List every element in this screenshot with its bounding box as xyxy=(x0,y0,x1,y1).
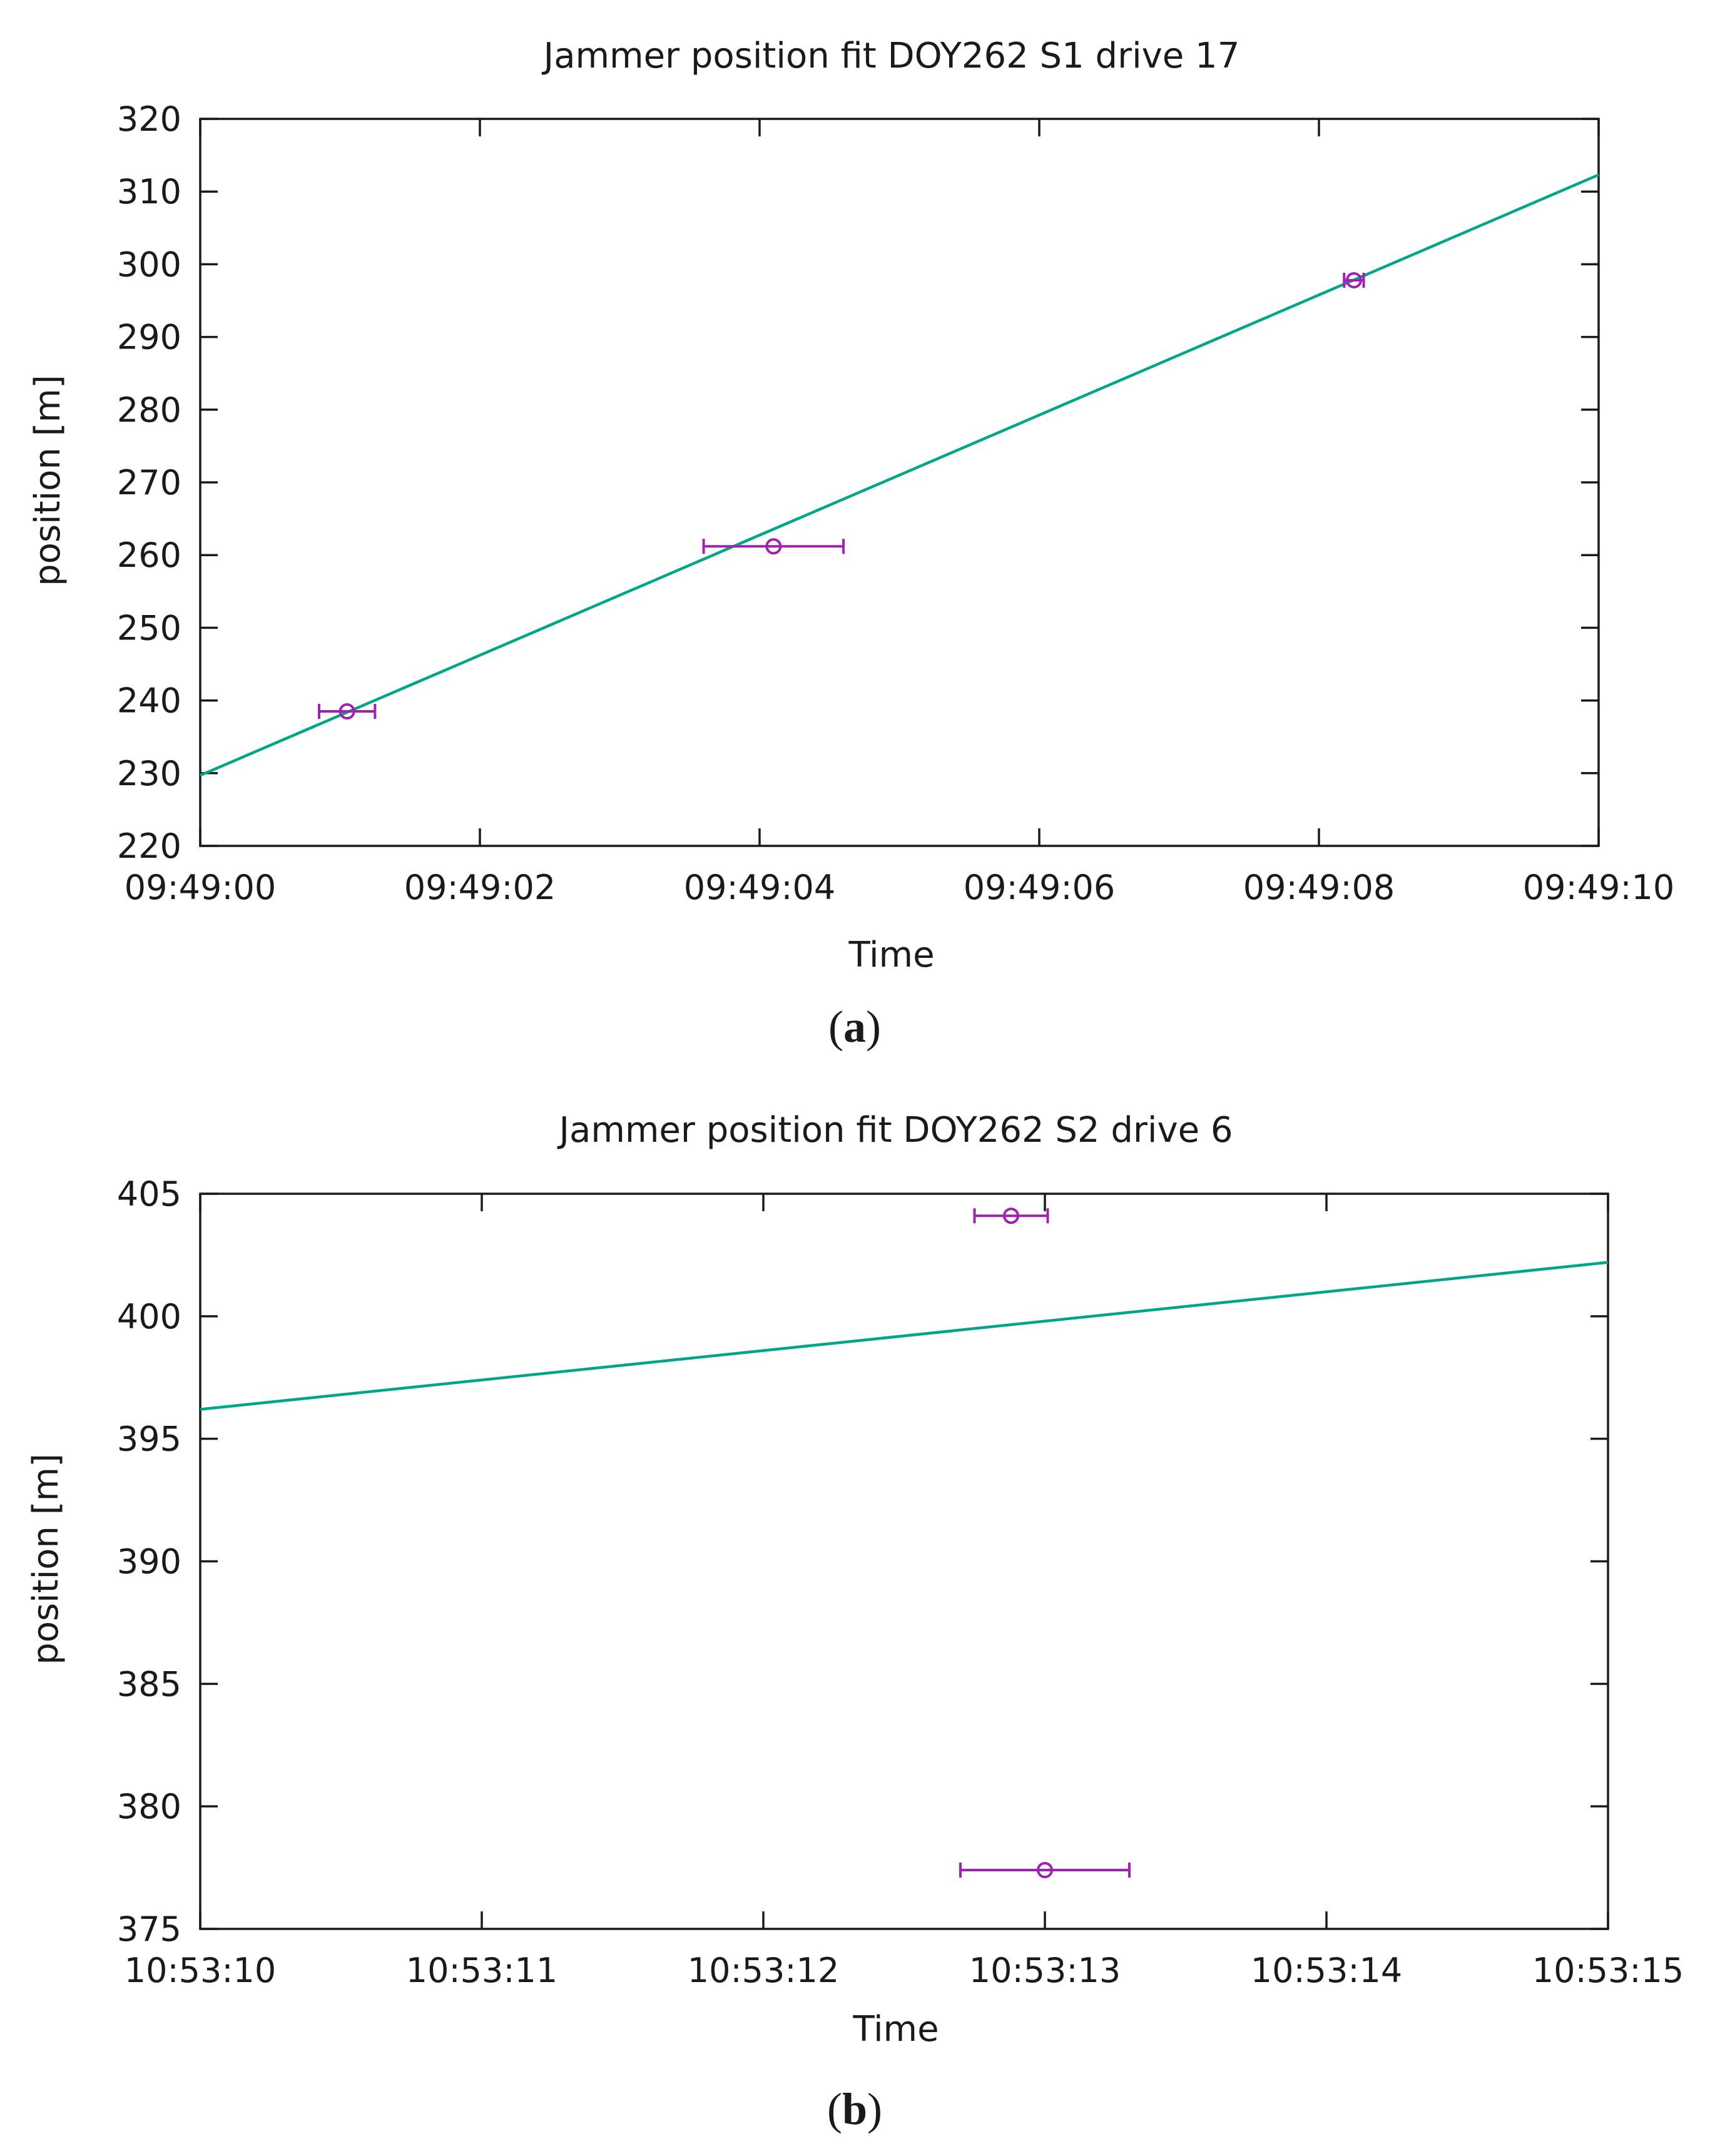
panel-paren-close: ) xyxy=(866,1002,881,1052)
y-tick-label: 385 xyxy=(117,1664,181,1704)
y-tick-label: 310 xyxy=(117,172,181,211)
x-axis-label: Time xyxy=(852,2009,939,2050)
plot-frame xyxy=(199,1192,1609,1930)
chart-panel-b: Jammer position fit DOY262 S2 drive 6 Ti… xyxy=(26,1110,1684,2134)
plot-frame xyxy=(199,118,1600,847)
panel-letter: a xyxy=(843,1002,866,1052)
panel-label: (a) xyxy=(828,1002,881,1052)
fit-line xyxy=(200,1261,1609,1411)
y-tick-label: 395 xyxy=(117,1420,181,1459)
y-tick-label: 240 xyxy=(117,681,181,721)
y-tick-label: 220 xyxy=(117,826,181,866)
panel-paren-close: ) xyxy=(867,2084,882,2134)
data-point xyxy=(1003,1208,1019,1224)
panel-letter: b xyxy=(842,2084,867,2134)
panel-paren-open: ( xyxy=(827,2084,842,2134)
x-tick-label: 10:53:14 xyxy=(1251,1951,1403,1990)
x-axis-label: Time xyxy=(848,935,934,975)
y-axis-label: position [m] xyxy=(28,375,68,586)
x-tick-label: 09:49:00 xyxy=(125,868,277,907)
panel-paren-open: ( xyxy=(828,1002,843,1052)
x-tick-label: 09:49:04 xyxy=(684,868,836,907)
y-tick-label: 320 xyxy=(117,99,181,139)
panel-label: (b) xyxy=(827,2084,882,2134)
x-tick-label: 10:53:13 xyxy=(969,1951,1121,1990)
y-tick-label: 270 xyxy=(117,463,181,502)
y-tick-label: 375 xyxy=(117,1909,181,1949)
x-tick-label: 09:49:06 xyxy=(964,868,1116,907)
chart-title: Jammer position fit DOY262 S1 drive 17 xyxy=(542,36,1240,76)
x-tick-label: 10:53:12 xyxy=(688,1951,840,1990)
y-tick-label: 260 xyxy=(117,536,181,575)
x-tick-label: 09:49:10 xyxy=(1523,868,1675,907)
x-tick-label: 09:49:08 xyxy=(1243,868,1395,907)
x-tick-label: 10:53:10 xyxy=(125,1951,277,1990)
y-tick-label: 380 xyxy=(117,1787,181,1826)
x-tick-label: 10:53:15 xyxy=(1532,1951,1684,1990)
fit-line xyxy=(200,173,1599,777)
data-point xyxy=(1037,1862,1053,1878)
chart-panel-a: Jammer position fit DOY262 S1 drive 17 T… xyxy=(28,36,1674,1052)
y-tick-label: 250 xyxy=(117,608,181,648)
y-tick-label: 390 xyxy=(117,1542,181,1582)
x-tick-label: 10:53:11 xyxy=(406,1951,558,1990)
data-point xyxy=(765,538,782,555)
y-tick-label: 230 xyxy=(117,754,181,793)
data-point xyxy=(338,703,355,720)
x-tick-label: 09:49:02 xyxy=(404,868,556,907)
y-axis-label: position [m] xyxy=(26,1453,66,1665)
data-point xyxy=(1345,272,1362,288)
y-tick-label: 300 xyxy=(117,245,181,284)
y-tick-label: 405 xyxy=(117,1174,181,1214)
chart-title: Jammer position fit DOY262 S2 drive 6 xyxy=(557,1110,1233,1151)
y-tick-label: 400 xyxy=(117,1297,181,1336)
y-tick-label: 290 xyxy=(117,318,181,357)
y-tick-label: 280 xyxy=(117,390,181,430)
